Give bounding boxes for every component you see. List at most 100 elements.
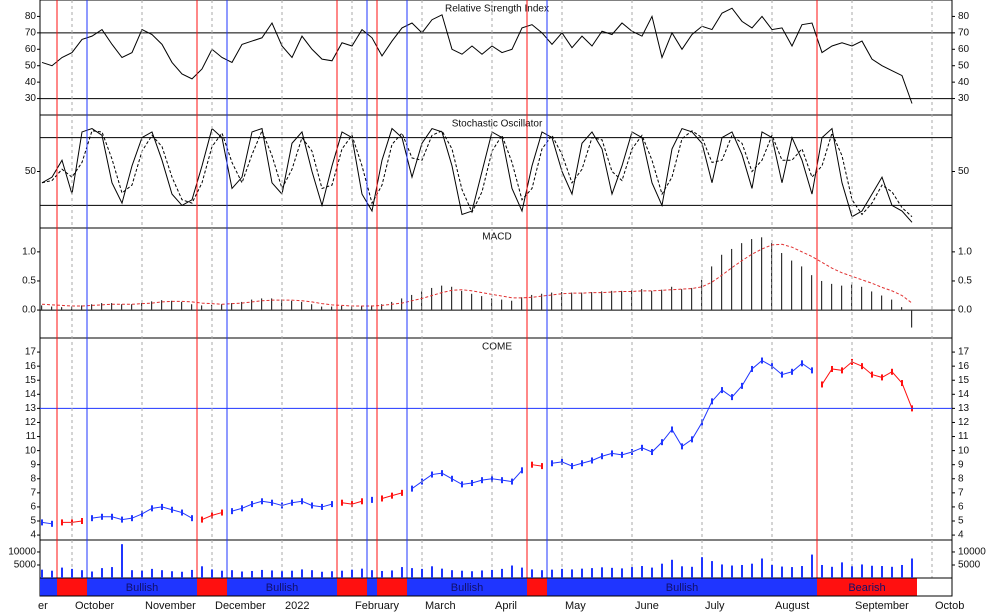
bar [191,569,193,578]
price-bar [481,477,483,484]
bar [231,303,233,311]
signal-band [817,578,917,596]
y-tick-label: 12 [958,417,970,428]
bar [341,305,343,311]
bar [131,304,133,311]
price-bar [81,517,83,524]
price-bar [901,380,903,387]
y-tick-label: 60 [25,44,37,55]
bar [71,568,73,578]
bar [601,567,603,578]
bar [831,566,833,578]
bar [531,569,533,578]
bar [641,289,643,311]
bar [241,301,243,311]
price-bar [301,498,303,505]
y-tick-label: 10000 [958,547,986,558]
y-tick-label: 1.0 [22,247,36,258]
bar [831,283,833,311]
bar [441,568,443,578]
bar [41,305,43,311]
bar [561,568,563,578]
bar [581,568,583,578]
bar [401,567,403,578]
x-tick-label: March [425,600,456,612]
bar [811,275,813,311]
bar [481,296,483,311]
bar [61,567,63,578]
y-tick-label: 70 [958,27,970,38]
bar [801,566,803,578]
y-tick-label: 10 [25,445,37,456]
price-bar [621,451,623,458]
price-bar [801,360,803,367]
price-bar [361,498,363,505]
price-bar [451,475,453,482]
price-bar [791,368,793,375]
price-bar [691,436,693,443]
price-bar [231,508,233,515]
bar [771,564,773,578]
price-bar [671,426,673,433]
y-tick-label: 16 [958,361,970,372]
series-line [551,359,813,467]
panel-title: Stochastic Oscillator [452,119,543,130]
y-tick-label: 4 [958,530,964,541]
signal-band [227,578,337,596]
bar [431,566,433,578]
bar [871,565,873,578]
bar [371,305,373,311]
price-bar [171,506,173,513]
bar [541,293,543,311]
bar [701,557,703,578]
y-tick-label: 10000 [8,547,36,558]
price-bar [141,510,143,517]
bar [451,286,453,311]
bar [541,570,543,578]
bar [321,571,323,578]
bar [171,571,173,578]
y-tick-label: 17 [25,347,37,358]
price-bar [751,365,753,372]
y-tick-label: 80 [958,11,970,22]
bar [201,566,203,578]
price-bar [341,499,343,506]
plot-border [39,0,953,597]
bar [791,260,793,311]
bar [361,568,363,578]
y-tick-label: 30 [958,93,970,104]
y-tick-label: 8 [958,473,964,484]
price-bar [711,398,713,405]
bar [81,305,83,311]
bar [371,570,373,578]
bar [391,570,393,578]
bar [861,564,863,578]
bar [531,294,533,311]
signal-band [367,578,377,596]
price-bar [311,502,313,509]
price-bar [201,516,203,523]
bar [901,564,903,578]
bar [611,567,613,578]
bar [171,300,173,311]
bar [181,301,183,311]
x-tick-label: July [705,600,725,612]
bar [111,567,113,578]
bar [381,304,383,311]
bar [461,290,463,311]
price-bar [321,503,323,510]
y-tick-label: 15 [958,375,970,386]
bar [121,304,123,311]
bar [651,567,653,578]
y-tick-label: 4 [30,530,36,541]
x-tick-label: November [145,600,196,612]
bar [511,300,513,311]
signal-band [40,578,57,596]
price-bar [461,481,463,488]
price-bar [491,475,493,482]
bar [851,566,853,578]
price-bar [131,515,133,522]
bar [301,301,303,311]
price-bar [471,479,473,486]
